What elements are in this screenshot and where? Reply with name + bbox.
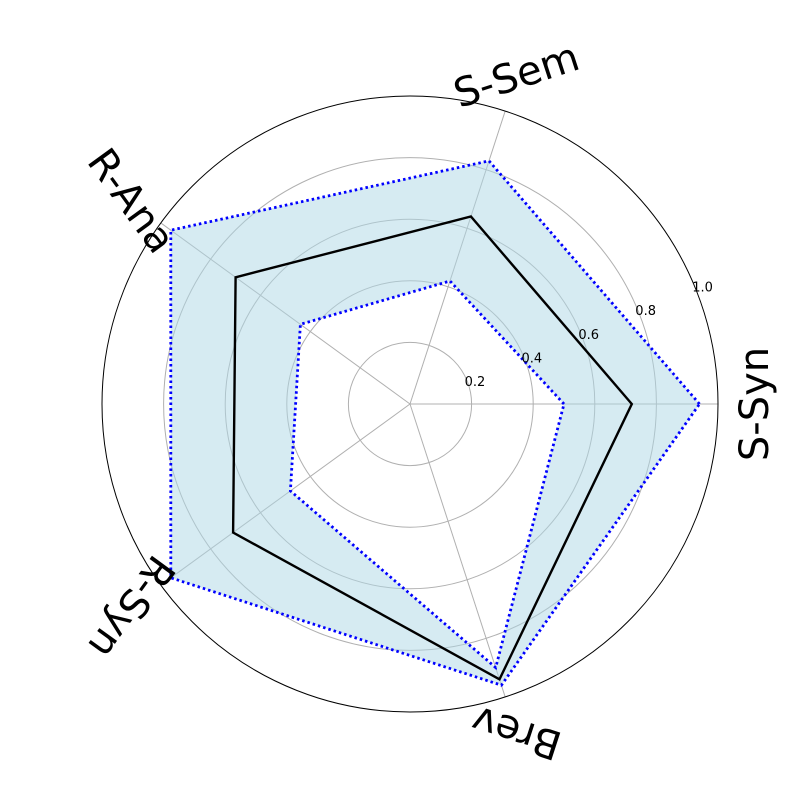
- series: [169, 159, 702, 687]
- tick-label: 1.0: [692, 281, 713, 296]
- tick-label: 0.4: [521, 351, 542, 366]
- axis-label: R-Ana: [78, 140, 184, 262]
- grid-spoke: [409, 403, 506, 698]
- axis-label: S-Syn: [732, 347, 778, 461]
- outer-frame: [101, 95, 719, 713]
- range-band: [170, 160, 700, 686]
- series-line-lower: [288, 279, 566, 671]
- radial-ticks: 0.2 0.4 0.6 0.8 1.0: [465, 281, 713, 390]
- band-fill: [170, 160, 700, 686]
- tick-label: 0.8: [635, 304, 656, 319]
- tick-label: 0.6: [578, 328, 599, 343]
- axis-label: Brev: [466, 696, 567, 768]
- tick-label: 0.2: [465, 375, 486, 390]
- axis-label: R-Syn: [79, 547, 184, 667]
- series-line-mean: [231, 215, 634, 681]
- axis-label: S-Sem: [448, 34, 585, 118]
- series-line-upper: [169, 159, 702, 687]
